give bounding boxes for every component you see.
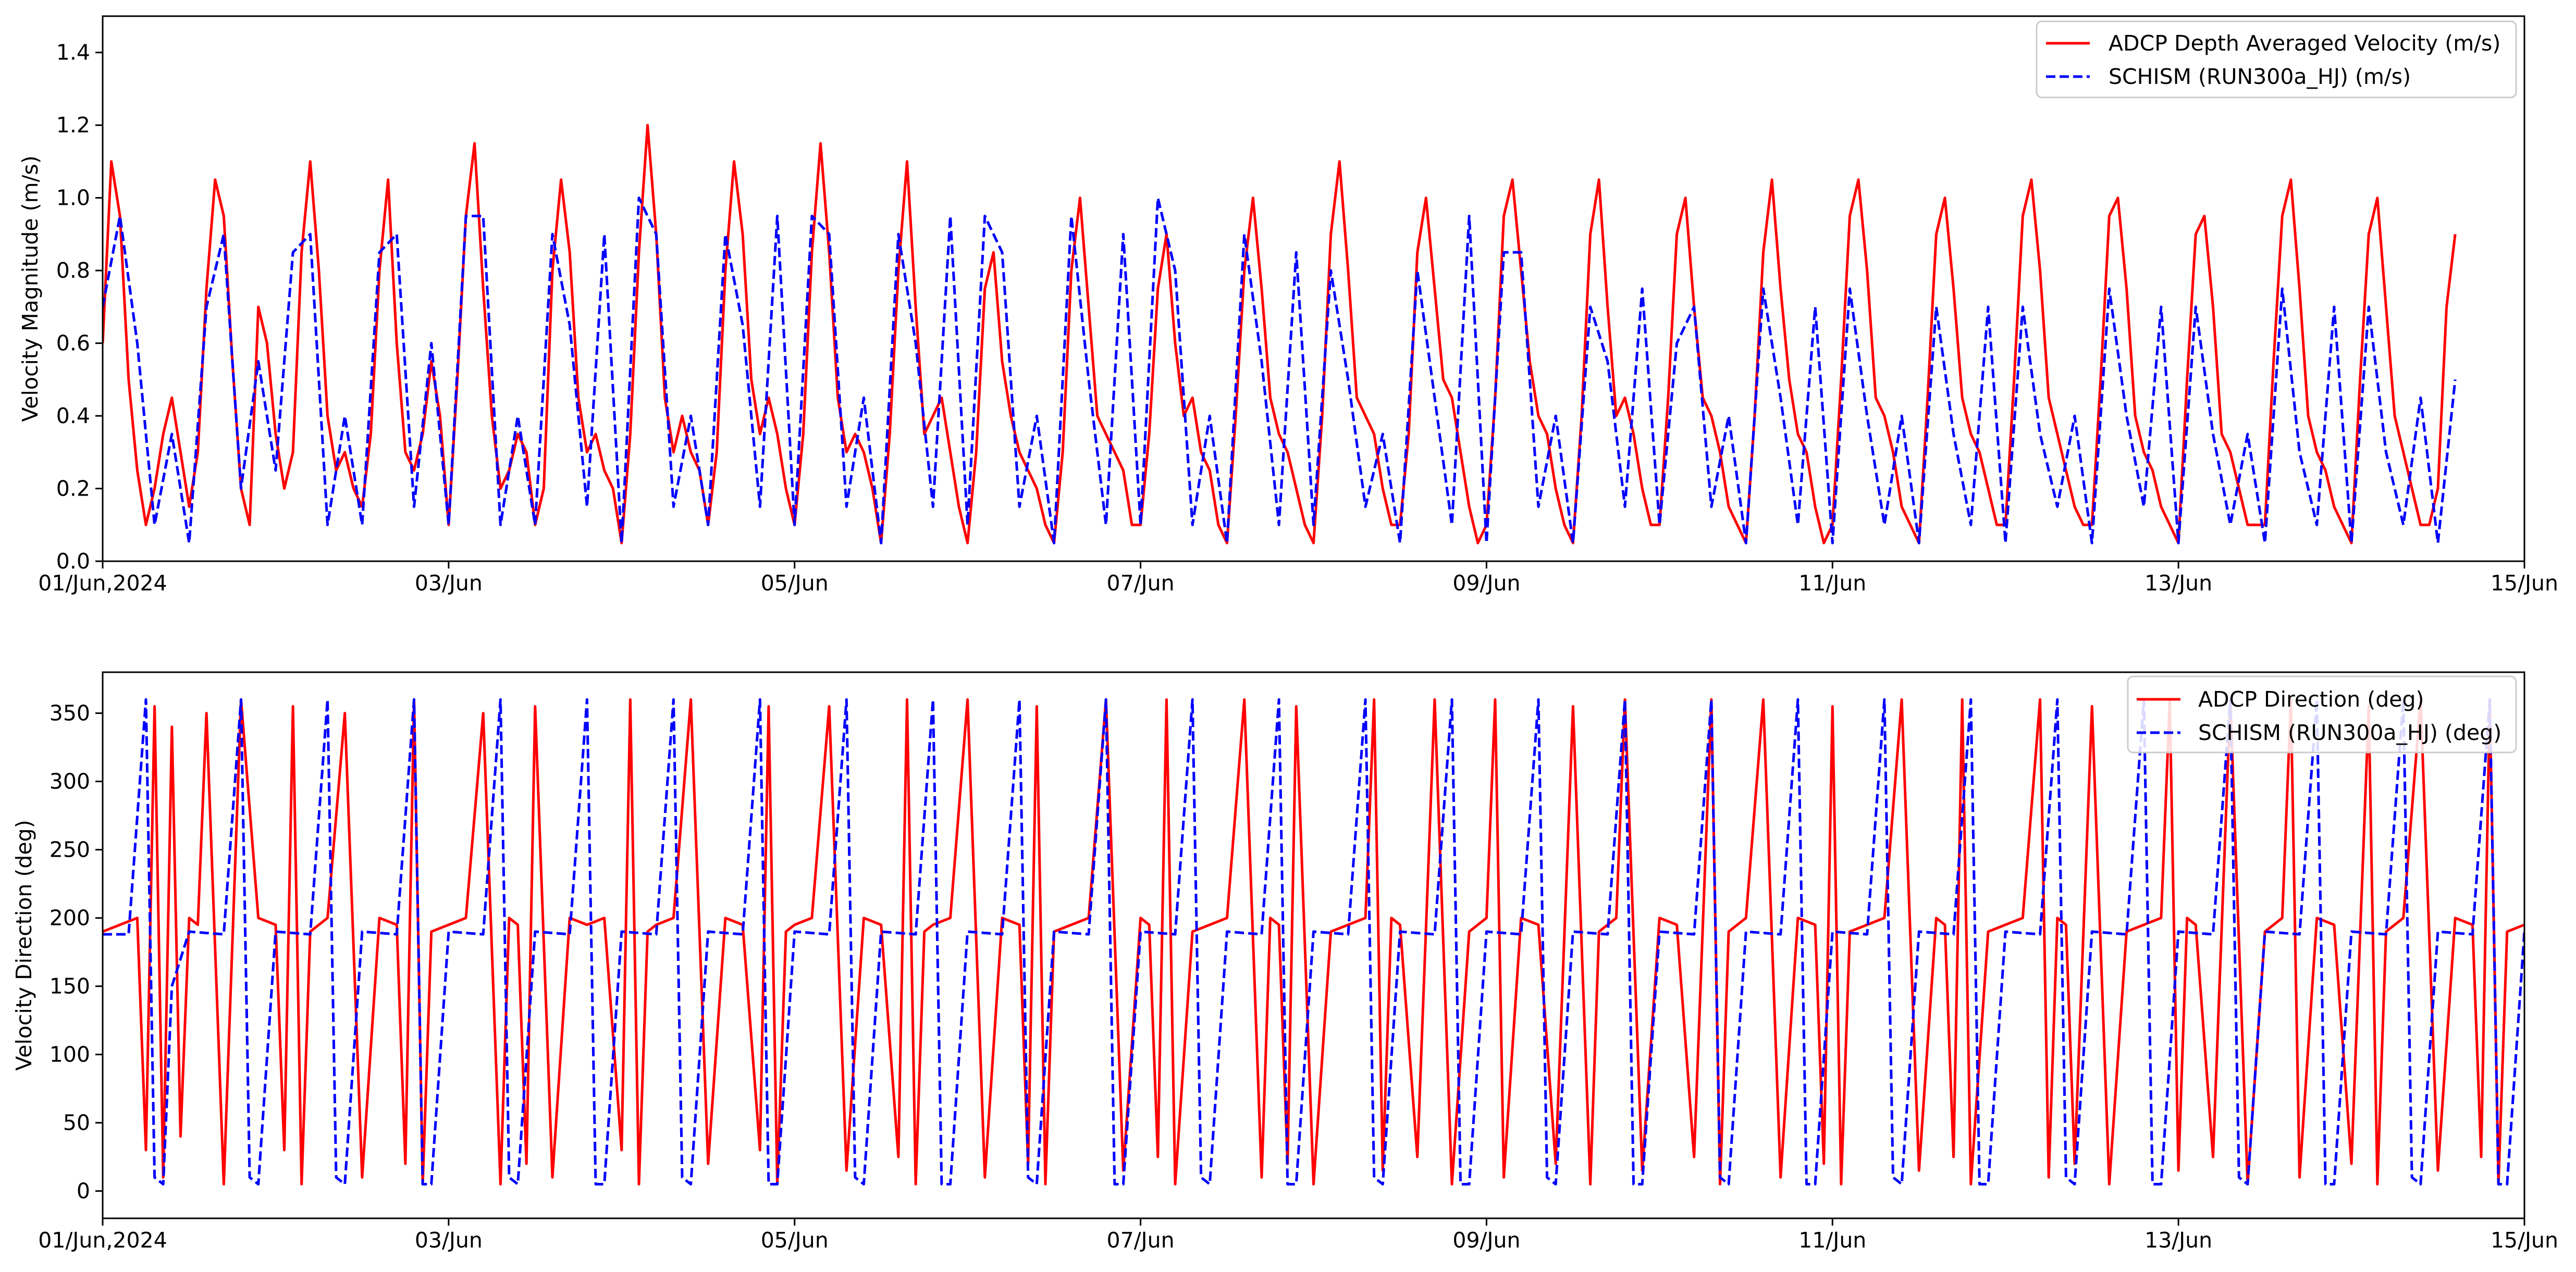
x-tick-label: 01/Jun,2024 <box>38 571 167 596</box>
legend-label-schism-velocity: SCHISM (RUN300a_HJ) (m/s) <box>2109 64 2411 89</box>
x-tick-label: 03/Jun <box>415 571 483 596</box>
y-tick-label: 0.8 <box>56 258 90 283</box>
x-tick-label: 05/Jun <box>761 571 829 596</box>
y-tick-label: 0 <box>77 1179 90 1204</box>
x-tick-label: 15/Jun <box>2491 1228 2558 1253</box>
velocity-direction-x-ticks: 01/Jun,2024 03/Jun 05/Jun 07/Jun 09/Jun 11/Ju… <box>38 1218 2558 1253</box>
velocity-magnitude-x-ticks: 01/Jun,2024 03/Jun 05/Jun 07/Jun 09/Jun 11/Ju… <box>38 561 2558 596</box>
schism-series-line <box>103 196 2457 545</box>
y-tick-label: 0.4 <box>56 403 90 428</box>
y-tick-label: 0.6 <box>56 331 90 356</box>
y-tick-label: 1.0 <box>56 186 90 211</box>
legend-box <box>2127 675 2517 754</box>
x-tick-label: 11/Jun <box>1798 1228 1866 1253</box>
x-tick-label: 05/Jun <box>761 1228 829 1253</box>
velocity-magnitude-axes-frame <box>102 15 2525 562</box>
x-tick-label: 13/Jun <box>2144 1228 2212 1253</box>
x-tick-label: 11/Jun <box>1798 571 1866 596</box>
y-tick-label: 250 <box>50 837 90 862</box>
legend-label-adcp-direction: ADCP Direction (deg) <box>2198 687 2424 712</box>
velocity-direction-legend: ADCP Direction (deg) SCHISM (RUN300a_HJ)… <box>2127 675 2517 754</box>
legend-box <box>2036 20 2517 98</box>
legend-label-schism-direction: SCHISM (RUN300a_HJ) (deg) <box>2198 720 2501 745</box>
y-tick-label: 50 <box>63 1110 90 1135</box>
y-tick-label: 1.2 <box>56 113 90 138</box>
velocity-direction-y-axis-label: Velocity Direction (deg) <box>11 820 36 1070</box>
x-tick-label: 07/Jun <box>1107 571 1175 596</box>
x-tick-label: 07/Jun <box>1107 1228 1175 1253</box>
x-tick-label: 09/Jun <box>1452 571 1520 596</box>
velocity-direction-axes-frame <box>102 671 2525 1219</box>
x-tick-label: 09/Jun <box>1452 1228 1520 1253</box>
velocity-magnitude-y-axis-label: Velocity Magnitude (m/s) <box>18 155 43 422</box>
velocity-direction-series-group <box>103 698 2524 1185</box>
velocity-magnitude-y-ticks: 0.0 0.2 0.4 0.6 0.8 1.0 1.2 1.4 <box>56 40 103 574</box>
velocity-magnitude-panel: 0.0 0.2 0.4 0.6 0.8 1.0 1.2 1.4 01/Jun,2024 03/J… <box>18 15 2558 596</box>
y-tick-label: 350 <box>50 701 90 726</box>
y-tick-label: 150 <box>50 974 90 999</box>
y-tick-label: 100 <box>50 1042 90 1067</box>
x-tick-label: 15/Jun <box>2491 571 2558 596</box>
y-tick-label: 200 <box>50 906 90 931</box>
velocity-direction-y-ticks: 0 50 100 150 200 250 300 350 <box>50 701 103 1204</box>
velocity-magnitude-series-group <box>103 124 2457 545</box>
y-tick-label: 0.2 <box>56 476 90 501</box>
y-tick-label: 1.4 <box>56 40 90 65</box>
x-tick-label: 13/Jun <box>2144 571 2212 596</box>
x-tick-label: 01/Jun,2024 <box>38 1228 167 1253</box>
y-tick-label: 300 <box>50 769 90 794</box>
schism-series-line <box>103 698 2524 1185</box>
velocity-magnitude-legend: ADCP Depth Averaged Velocity (m/s) SCHIS… <box>2036 20 2517 98</box>
x-tick-label: 03/Jun <box>415 1228 483 1253</box>
legend-label-adcp-velocity: ADCP Depth Averaged Velocity (m/s) <box>2109 31 2500 56</box>
y-tick-label: 0.0 <box>56 549 90 574</box>
adcp-series-line <box>103 698 2524 1185</box>
